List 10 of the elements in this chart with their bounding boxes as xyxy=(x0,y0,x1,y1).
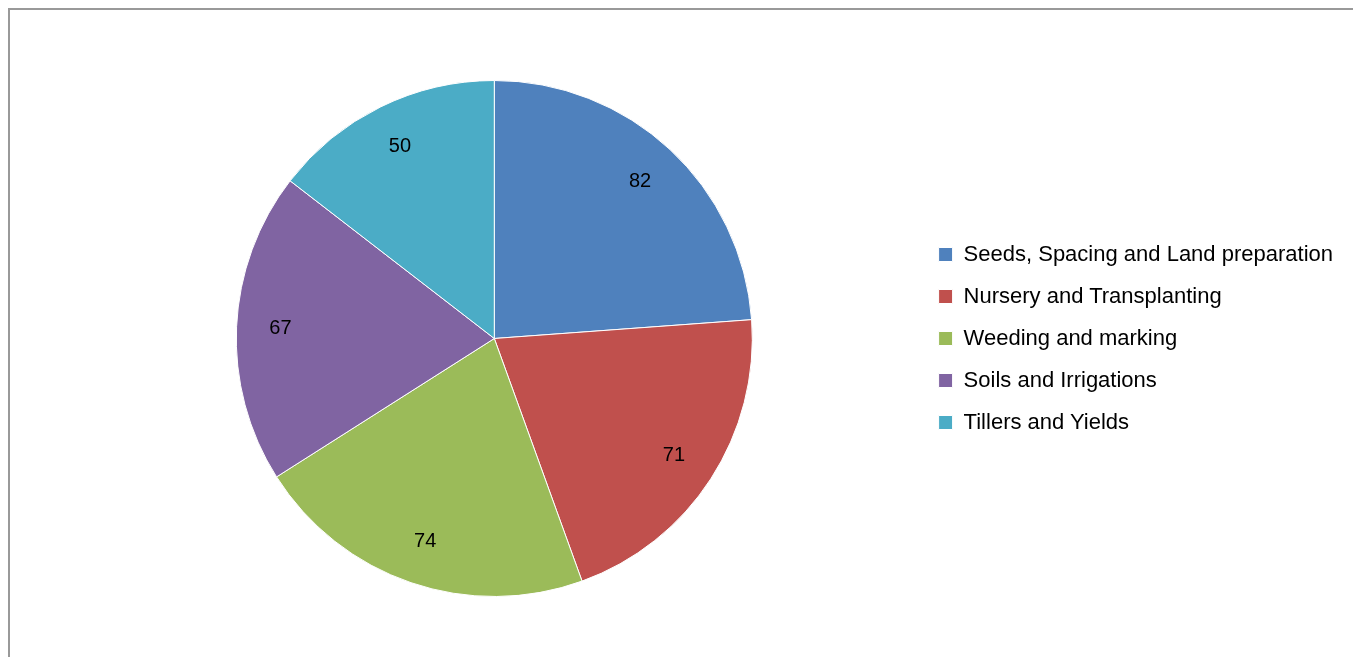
legend-label: Nursery and Transplanting xyxy=(963,282,1222,308)
data-label: 50 xyxy=(388,133,412,156)
legend-label: Weeding and marking xyxy=(963,324,1178,350)
legend-label: Soils and Irrigations xyxy=(963,366,1157,392)
legend-label: Tillers and Yields xyxy=(963,408,1130,434)
data-label: 67 xyxy=(269,316,292,339)
legend-label: Seeds, Spacing and Land preparation xyxy=(963,240,1334,266)
data-label: 74 xyxy=(414,528,437,551)
data-label: 82 xyxy=(628,169,652,192)
data-label: 71 xyxy=(662,442,686,465)
